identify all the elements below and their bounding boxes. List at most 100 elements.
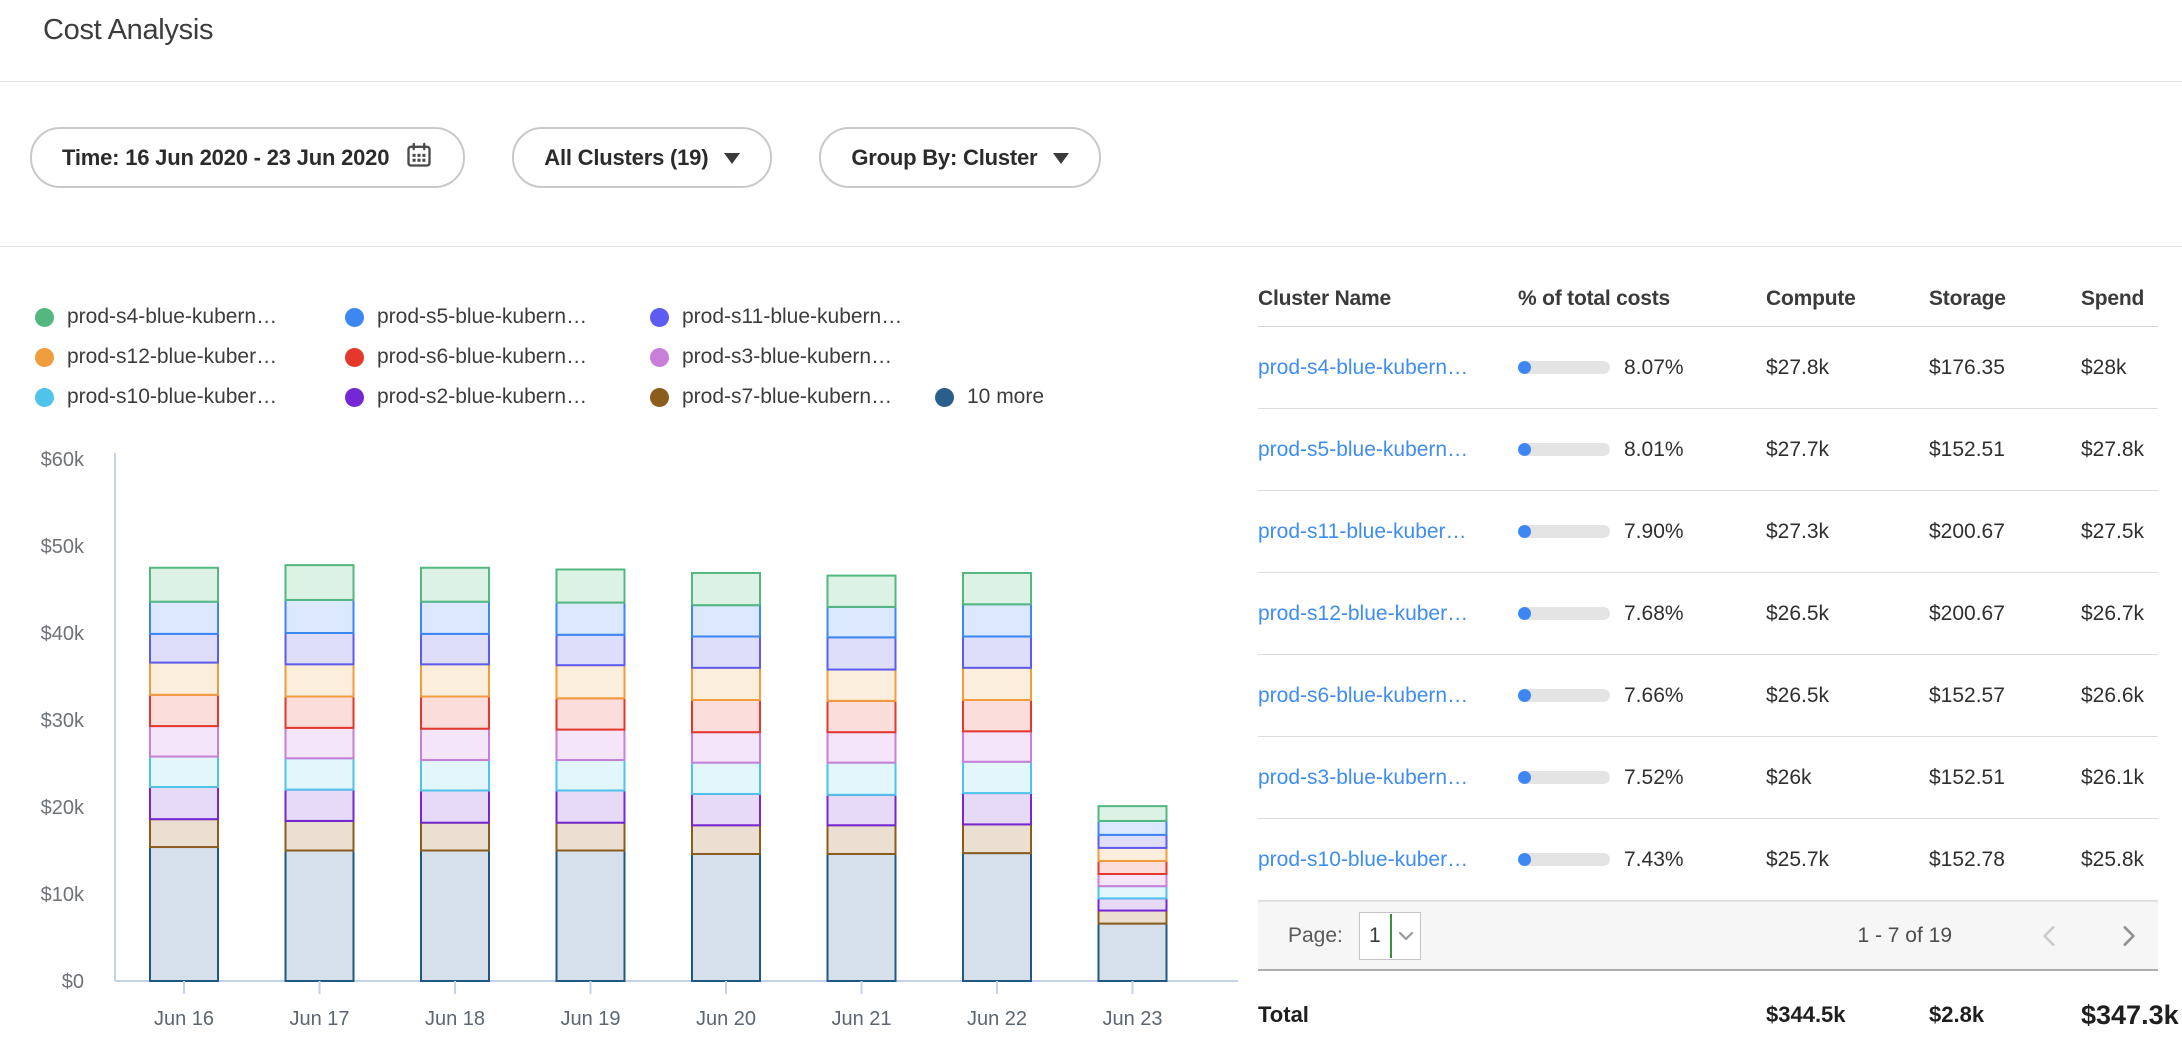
stacked-bar[interactable] xyxy=(286,565,354,981)
legend-item[interactable]: prod-s2-blue-kubern… xyxy=(345,385,650,409)
legend-item-label: prod-s10-blue-kuber… xyxy=(67,385,277,409)
cluster-name-link[interactable]: prod-s5-blue-kubern… xyxy=(1258,438,1468,461)
bar-segment xyxy=(1099,848,1167,861)
y-axis-tick-label: $0 xyxy=(62,971,84,993)
stacked-bar[interactable] xyxy=(963,573,1031,981)
legend-color-dot xyxy=(650,388,669,407)
bar-segment xyxy=(150,695,218,726)
legend-color-dot xyxy=(650,308,669,327)
x-axis-tick-label: Jun 22 xyxy=(967,1008,1027,1030)
bar-segment xyxy=(692,636,760,667)
bar-segment xyxy=(557,569,625,602)
y-axis-tick-label: $50k xyxy=(41,536,85,558)
bar-segment xyxy=(1099,886,1167,898)
bar-segment xyxy=(828,732,896,762)
storage-value: $152.57 xyxy=(1929,684,2081,708)
table-body: prod-s4-blue-kubern…8.07%$27.8k$176.35$2… xyxy=(1258,327,2158,901)
stacked-bar[interactable] xyxy=(421,568,489,981)
legend-item[interactable]: prod-s5-blue-kubern… xyxy=(345,305,650,329)
bar-segment xyxy=(963,793,1031,824)
bar-segment xyxy=(1099,924,1167,981)
bar-segment xyxy=(150,634,218,663)
legend-item[interactable]: prod-s12-blue-kuber… xyxy=(35,345,345,369)
table-row: prod-s10-blue-kuber…7.43%$25.7k$152.78$2… xyxy=(1258,819,2158,901)
legend-item-label: prod-s3-blue-kubern… xyxy=(682,345,892,369)
bar-segment xyxy=(1099,874,1167,886)
compute-value: $25.7k xyxy=(1766,848,1929,872)
legend-item[interactable]: prod-s7-blue-kubern… xyxy=(650,385,935,409)
bar-segment xyxy=(1099,821,1167,835)
spend-value: $25.8k xyxy=(2081,848,2158,872)
cluster-name-link[interactable]: prod-s6-blue-kubern… xyxy=(1258,684,1468,707)
legend-item[interactable]: prod-s6-blue-kubern… xyxy=(345,345,650,369)
bar-segment xyxy=(692,854,760,981)
bar-segment xyxy=(150,602,218,634)
table-header-row: Cluster Name % of total costs Compute St… xyxy=(1258,272,2158,327)
y-axis-tick-label: $60k xyxy=(41,449,85,471)
legend-item[interactable]: prod-s3-blue-kubern… xyxy=(650,345,935,369)
bar-segment xyxy=(828,854,896,981)
bar-segment xyxy=(692,763,760,794)
cluster-name-link[interactable]: prod-s12-blue-kuber… xyxy=(1258,602,1468,625)
stacked-bar[interactable] xyxy=(1099,806,1167,981)
bar-segment xyxy=(421,823,489,851)
bar-segment xyxy=(421,664,489,696)
spend-value: $26.6k xyxy=(2081,684,2158,708)
time-range-filter[interactable]: Time: 16 Jun 2020 - 23 Jun 2020 xyxy=(30,127,465,188)
cluster-name-link[interactable]: prod-s10-blue-kuber… xyxy=(1258,848,1468,871)
next-page-button[interactable] xyxy=(2108,916,2148,956)
legend-item[interactable]: prod-s4-blue-kubern… xyxy=(35,305,345,329)
total-compute: $344.5k xyxy=(1766,1002,1929,1028)
compute-value: $26.5k xyxy=(1766,602,1929,626)
header-divider xyxy=(0,81,2182,82)
legend-item[interactable]: prod-s10-blue-kuber… xyxy=(35,385,345,409)
storage-value: $152.78 xyxy=(1929,848,2081,872)
group-by-filter[interactable]: Group By: Cluster xyxy=(819,127,1101,188)
stacked-bar[interactable] xyxy=(692,573,760,981)
cluster-name-link[interactable]: prod-s3-blue-kubern… xyxy=(1258,766,1468,789)
bar-segment xyxy=(557,790,625,822)
storage-value: $152.51 xyxy=(1929,766,2081,790)
bar-segment xyxy=(421,634,489,664)
stacked-bar-chart: $0$10k$20k$30k$40k$50k$60kJun 16Jun 17Ju… xyxy=(0,408,1245,1048)
pct-progress-fill xyxy=(1518,361,1531,374)
bar-segment xyxy=(692,794,760,825)
clusters-filter[interactable]: All Clusters (19) xyxy=(512,127,772,188)
col-header-cluster-name: Cluster Name xyxy=(1258,287,1518,311)
cluster-name-link[interactable]: prod-s11-blue-kuber… xyxy=(1258,520,1467,543)
chevron-down-icon xyxy=(1398,930,1414,942)
prev-page-button[interactable] xyxy=(2030,916,2070,956)
bar-segment xyxy=(692,825,760,854)
x-axis-tick-label: Jun 17 xyxy=(289,1008,349,1030)
legend-item-label: prod-s11-blue-kubern… xyxy=(682,305,902,329)
bar-segment xyxy=(692,668,760,700)
pct-value: 8.07% xyxy=(1624,356,1684,380)
stacked-bar[interactable] xyxy=(828,576,896,981)
pct-progress-bar xyxy=(1518,443,1610,456)
bar-segment xyxy=(557,603,625,635)
bar-segment xyxy=(828,825,896,854)
bar-segment xyxy=(963,573,1031,604)
compute-value: $26k xyxy=(1766,766,1929,790)
pct-progress-bar xyxy=(1518,361,1610,374)
legend-item[interactable]: prod-s11-blue-kubern… xyxy=(650,305,935,329)
chevron-left-icon xyxy=(2037,923,2063,949)
x-axis-tick-label: Jun 23 xyxy=(1102,1008,1162,1030)
bar-segment xyxy=(1099,898,1167,910)
compute-value: $27.3k xyxy=(1766,520,1929,544)
pct-value: 7.90% xyxy=(1624,520,1684,544)
stacked-bar[interactable] xyxy=(150,568,218,981)
storage-value: $200.67 xyxy=(1929,602,2081,626)
col-header-pct: % of total costs xyxy=(1518,287,1766,311)
bar-segment xyxy=(1099,911,1167,924)
y-axis-tick-label: $20k xyxy=(41,797,85,819)
page-select[interactable]: 1 xyxy=(1359,912,1421,960)
table-row: prod-s12-blue-kuber…7.68%$26.5k$200.67$2… xyxy=(1258,573,2158,655)
bar-segment xyxy=(828,670,896,701)
legend-color-dot xyxy=(345,388,364,407)
total-spend: $347.3k xyxy=(2081,1000,2179,1031)
legend-item[interactable]: 10 more xyxy=(935,385,1044,409)
stacked-bar[interactable] xyxy=(557,569,625,981)
page-select-value: 1 xyxy=(1360,924,1390,948)
cluster-name-link[interactable]: prod-s4-blue-kubern… xyxy=(1258,356,1468,379)
